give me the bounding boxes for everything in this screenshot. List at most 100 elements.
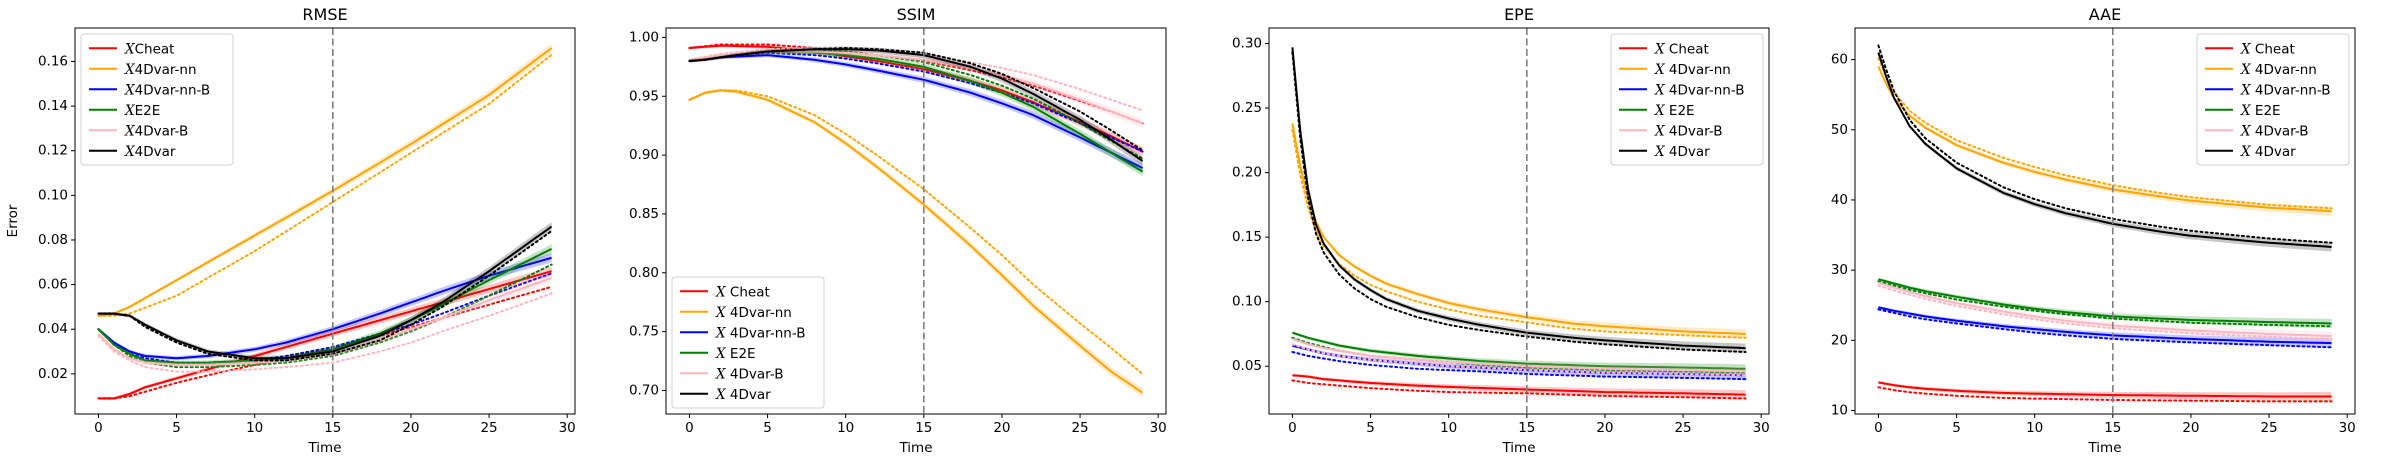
x-tick-label: 0 [1288, 420, 1297, 436]
y-tick-label: 1.00 [629, 29, 659, 45]
x-tick-label: 20 [1596, 420, 1613, 436]
y-tick-label: 0.16 [38, 53, 68, 69]
x-tick-label: 15 [324, 420, 341, 436]
series-line-5 [1291, 47, 1746, 350]
series-line-0 [1292, 374, 1746, 396]
y-tick-label: 0.08 [38, 232, 68, 248]
legend-label: XE2E [124, 102, 160, 119]
legend-label: X 4Dvar [1654, 143, 1710, 160]
chart-panel-rmse: RMSE 0 5 10 15 20 25 30 0.02 0.04 0.06 0.08 0.10 0.12… [5, 5, 576, 456]
series-dotted-2 [688, 51, 1144, 153]
y-tick-label: 0.10 [38, 187, 68, 203]
legend-label: X 4Dvar-nn-B [715, 325, 806, 342]
y-tick-label: 0.10 [1232, 294, 1262, 310]
chart-title: AAE [2089, 5, 2121, 24]
series-band-4 [1292, 337, 1746, 376]
series-line-2 [1878, 306, 2332, 345]
y-tick-label: 10 [1831, 402, 1848, 418]
series-band-5 [98, 222, 552, 361]
legend-label: X4Dvar [124, 143, 176, 160]
legend: XCheat X4Dvar-nn X4Dvar-nn-B XE2E X4Dvar-B X4… [80, 33, 234, 166]
series-band-5 [689, 46, 1143, 166]
y-tick-label: 0.95 [629, 88, 659, 104]
series-dotted-4 [97, 292, 553, 373]
x-tick-label: 25 [1071, 420, 1088, 436]
panels: RMSE 0 5 10 15 20 25 30 0.02 0.04 0.06 0.08 0.10 0.12… [5, 5, 2356, 456]
y-tick-label: 0.05 [1232, 358, 1262, 374]
x-tick-label: 15 [1518, 420, 1535, 436]
x-tick-label: 5 [1366, 420, 1375, 436]
x-tick-label: 30 [1150, 420, 1167, 436]
legend: X Cheat X 4Dvar-nn X 4Dvar-nn-B X E2E X 4Dva… [671, 276, 825, 409]
x-tick-label: 15 [915, 420, 932, 436]
series-line-0 [98, 270, 552, 400]
series-band-1 [1878, 65, 2332, 216]
axes-frame [1854, 27, 2356, 415]
series-line-0 [1878, 381, 2332, 398]
x-tick-label: 0 [1874, 420, 1883, 436]
series-line-4 [1292, 338, 1746, 373]
legend-label: X4Dvar-nn-B [124, 82, 210, 99]
y-tick-label: 0.15 [1232, 229, 1262, 245]
series-dotted-4 [1877, 284, 2333, 340]
y-tick-label: 0.85 [629, 206, 659, 222]
x-axis-label: Time [1501, 440, 1535, 456]
x-tick-label: 10 [837, 420, 854, 436]
y-tick-label: 0.80 [629, 265, 659, 281]
legend-label: X 4Dvar-B [1654, 123, 1723, 140]
x-tick-label: 20 [993, 420, 1010, 436]
chart-panel-ssim: SSIM 0 5 10 15 20 25 30 0.70 0.75 0.80 0.85 0.90 0.95… [629, 5, 1167, 456]
x-tick-label: 20 [402, 420, 419, 436]
x-axis-label: Time [307, 440, 341, 456]
y-tick-label: 0.14 [38, 98, 68, 114]
x-tick-label: 10 [1440, 420, 1457, 436]
legend-label: X 4Dvar-nn [1654, 61, 1731, 78]
y-tick-label: 0.04 [38, 321, 68, 337]
legend-label: X4Dvar-nn [124, 61, 197, 78]
x-tick-label: 20 [2182, 420, 2199, 436]
legend-label: X 4Dvar [715, 386, 771, 403]
y-tick-label: 0.12 [38, 143, 68, 159]
series-band-2 [689, 53, 1143, 173]
series-dotted-3 [1877, 280, 2333, 328]
legend-label: X 4Dvar-nn [715, 304, 792, 321]
legend-label: X E2E [2240, 102, 2281, 119]
y-tick-label: 0.70 [629, 382, 659, 398]
legend-label: X E2E [715, 345, 756, 362]
series-dotted-3 [97, 263, 553, 369]
legend-label: X E2E [1654, 102, 1695, 119]
series-dotted-2 [1877, 308, 2333, 349]
series-line-1 [1877, 66, 2332, 213]
x-tick-label: 5 [172, 420, 181, 436]
x-tick-label: 0 [94, 420, 103, 436]
x-tick-label: 30 [2339, 420, 2356, 436]
x-axis-label: Time [2087, 440, 2121, 456]
legend: X Cheat X 4Dvar-nn X 4Dvar-nn-B X E2E X 4Dva… [2196, 33, 2350, 166]
y-tick-label: 30 [1831, 262, 1848, 278]
legend-label: X 4Dvar-nn-B [1654, 82, 1745, 99]
y-tick-label: 0.75 [629, 324, 659, 340]
y-tick-label: 0.30 [1232, 35, 1262, 51]
legend-box [1610, 33, 1764, 166]
series-dotted-3 [688, 48, 1144, 160]
legend-label: X Cheat [2240, 41, 2295, 58]
series-dotted-1 [97, 53, 553, 317]
legend-label: X 4Dvar-B [715, 366, 784, 383]
y-tick-label: 0.20 [1232, 165, 1262, 181]
legend-label: X 4Dvar-nn [2240, 61, 2317, 78]
series-line-1 [1291, 123, 1746, 335]
legend-label: X 4Dvar [2240, 143, 2296, 160]
series-line-5 [1877, 52, 2332, 248]
legend-box [2196, 33, 2350, 166]
series-line-2 [689, 54, 1144, 169]
x-tick-label: 25 [480, 420, 497, 436]
legend-label: X Cheat [1654, 41, 1709, 58]
series-dotted-1 [688, 89, 1144, 375]
x-tick-label: 25 [2260, 420, 2277, 436]
series-dotted-1 [1877, 57, 2333, 210]
series-line-4 [1878, 281, 2332, 338]
chart-title: RMSE [302, 5, 347, 24]
y-tick-label: 40 [1831, 192, 1848, 208]
legend-box [80, 33, 234, 166]
y-tick-label: 0.25 [1232, 100, 1262, 116]
